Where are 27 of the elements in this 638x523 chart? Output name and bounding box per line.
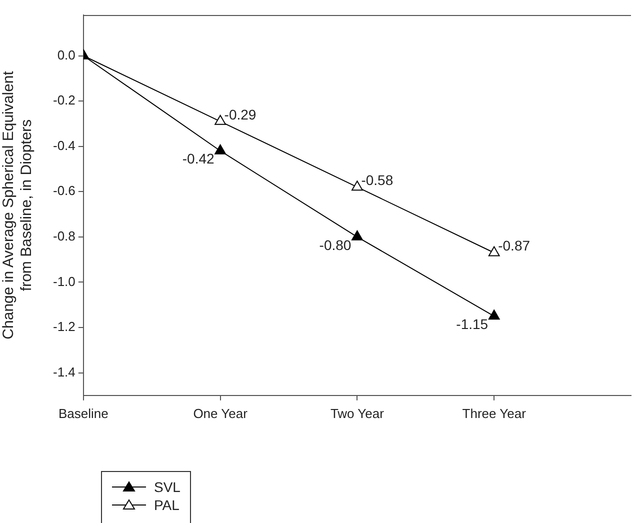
- point: [214, 114, 226, 125]
- data-label: -1.15: [456, 316, 488, 332]
- data-label: -0.87: [498, 238, 530, 254]
- data-label: -0.58: [361, 172, 394, 188]
- legend-label: PAL: [154, 497, 180, 513]
- legend-label: SVL: [154, 479, 180, 495]
- y-axis-title: Change in Average Spherical Equivalent from Baseline, in Diopters: [0, 70, 36, 340]
- data-label: -0.80: [319, 236, 352, 253]
- y-tick-label: -1.2: [52, 319, 76, 334]
- y-tick-label: -1.4: [52, 364, 76, 380]
- point: [352, 180, 363, 191]
- data-label: -0.42: [182, 150, 215, 167]
- point: [488, 246, 500, 256]
- y-tick-label: -1.0: [52, 274, 76, 289]
- x-tick-label: Three Year: [462, 406, 527, 421]
- point: [488, 310, 500, 320]
- y-tick-label: -0.2: [52, 92, 76, 108]
- y-tick-label: -0.6: [52, 183, 76, 198]
- point: [352, 230, 363, 240]
- x-tick-label: Baseline: [58, 406, 108, 421]
- point: [214, 144, 226, 154]
- data-label: -0.29: [224, 106, 256, 122]
- y-tick-label: -0.8: [52, 228, 76, 244]
- x-tick-label: One Year: [193, 406, 248, 421]
- y-tick-label: 0.0: [57, 47, 76, 62]
- y-tick-label: -0.4: [52, 138, 76, 153]
- x-tick-label: Two Year: [330, 406, 385, 421]
